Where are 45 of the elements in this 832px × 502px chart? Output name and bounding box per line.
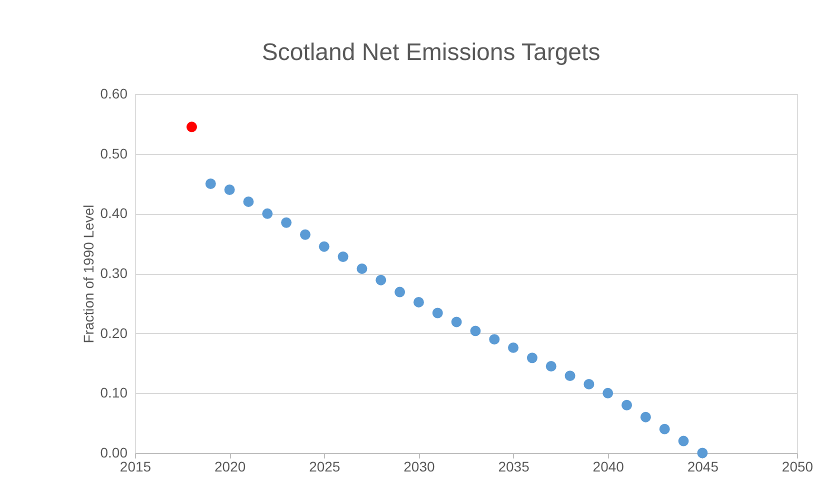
point (300, 229, 310, 240)
point (432, 308, 443, 318)
point (489, 334, 500, 345)
point (526, 352, 538, 364)
point (376, 274, 386, 286)
point (356, 263, 368, 274)
y-tick-label: 0.20 (100, 324, 128, 341)
y-tick-label: 0.50 (100, 145, 128, 162)
chart-title: Scotland Net Emissions Targets (262, 39, 600, 66)
point (602, 388, 614, 398)
x-tick-label: 2050 (782, 458, 814, 474)
y-tick-label: 0.60 (100, 86, 128, 102)
point (622, 400, 632, 410)
x-tick-label: 2045 (687, 458, 719, 474)
point (394, 286, 406, 298)
point (413, 296, 424, 308)
y-tick-label: 0.30 (100, 265, 128, 281)
point (584, 378, 594, 390)
y-tick-label: 0.40 (100, 205, 128, 222)
point (186, 122, 197, 132)
point (243, 196, 254, 207)
x-tick-label: 2015 (120, 458, 152, 474)
point (546, 361, 556, 372)
point (205, 178, 216, 189)
point (451, 316, 462, 328)
x-tick-label: 2025 (309, 458, 340, 474)
x-tick-label: 2030 (404, 458, 435, 474)
point (659, 424, 670, 434)
x-tick-label: 2020 (214, 458, 246, 474)
point (338, 252, 348, 262)
point (224, 184, 235, 195)
x-tick-label: 2040 (592, 458, 624, 474)
point (470, 326, 481, 336)
point (678, 436, 689, 446)
point (508, 342, 519, 353)
point (564, 370, 576, 382)
y-tick-label: 0.10 (100, 384, 128, 401)
point (262, 208, 273, 219)
point (318, 241, 330, 252)
point (281, 217, 292, 228)
y-tick-label: 0.00 (100, 444, 128, 460)
y-axis-title: Fraction of 1990 Level (80, 204, 96, 344)
point (640, 412, 651, 422)
x-tick-label: 2035 (498, 458, 530, 474)
point (697, 448, 708, 458)
